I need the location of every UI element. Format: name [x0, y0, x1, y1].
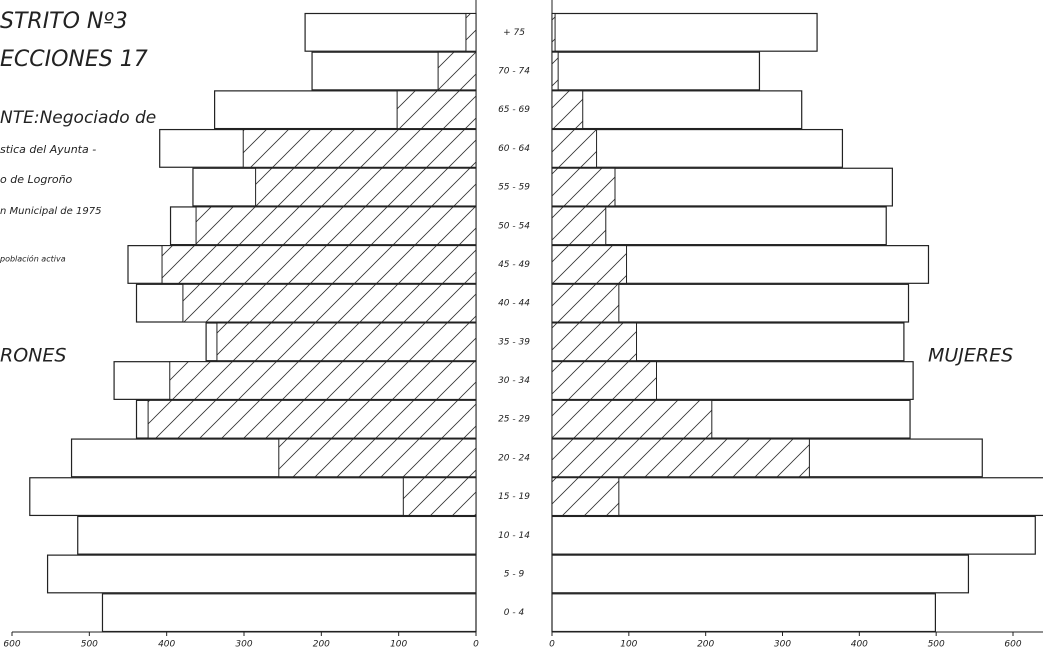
active-bar	[551, 283, 620, 323]
bar	[304, 12, 477, 52]
bar	[551, 90, 803, 130]
source-line: o de Logroño	[0, 173, 73, 186]
active-bar	[216, 322, 477, 362]
category-label: 0 - 4	[504, 608, 525, 618]
x-tick-label: 300	[774, 640, 791, 650]
left-label: RONES	[0, 345, 66, 367]
bar	[551, 554, 970, 594]
bar	[46, 554, 477, 594]
bar	[551, 593, 936, 633]
x-tick-label: 600	[3, 640, 20, 650]
active-bar	[396, 90, 477, 130]
active-bar	[147, 399, 477, 439]
category-label: 45 - 49	[498, 260, 530, 270]
x-tick-label: 600	[1004, 640, 1021, 650]
active-bar	[182, 283, 477, 323]
active-bar	[551, 167, 616, 207]
active-bar	[551, 361, 657, 400]
active-bar	[437, 51, 477, 91]
active-bar	[551, 322, 638, 362]
title: STRITO Nº3	[0, 9, 128, 34]
source-line: NTE:Negociado de	[0, 108, 156, 128]
bar	[551, 128, 844, 168]
active-bar	[402, 477, 477, 516]
x-tick-label: 400	[158, 640, 175, 650]
category-label: 10 - 14	[498, 531, 530, 541]
source-line: stica del Ayunta -	[0, 143, 96, 156]
bar	[77, 515, 477, 555]
x-tick-label: 200	[697, 640, 714, 650]
x-tick-label: 500	[928, 640, 945, 650]
bar	[29, 477, 477, 517]
active-bar	[169, 361, 477, 400]
x-tick-label: 400	[851, 640, 868, 650]
active-bar	[551, 438, 810, 478]
active-bar	[551, 129, 598, 168]
active-bar	[551, 206, 607, 246]
active-bar	[465, 13, 477, 52]
active-bar	[278, 438, 477, 478]
category-label: 70 - 74	[498, 67, 530, 77]
active-bar	[161, 245, 477, 284]
category-label: 20 - 24	[498, 453, 530, 463]
bar	[551, 206, 887, 246]
x-tick-label: 100	[390, 640, 407, 650]
category-label: 55 - 59	[498, 183, 530, 193]
source-line: n Municipal de 1975	[0, 206, 101, 217]
right-label: MUJERES	[928, 345, 1013, 367]
category-label: 50 - 54	[498, 221, 530, 231]
active-bar	[255, 167, 477, 207]
category-label: 65 - 69	[498, 105, 530, 115]
x-tick-label: 0	[549, 640, 555, 650]
category-label: 25 - 29	[498, 415, 530, 425]
active-bar	[195, 206, 477, 246]
active-bar	[551, 399, 713, 439]
active-bar	[551, 51, 559, 91]
active-bar	[551, 245, 628, 284]
bar	[551, 515, 1036, 555]
x-tick-label: 500	[81, 640, 98, 650]
bar	[551, 51, 761, 91]
x-tick-label: 200	[313, 640, 330, 650]
subtitle: ECCIONES 17	[0, 47, 148, 72]
active-bar	[551, 90, 584, 130]
x-tick-label: 300	[235, 640, 252, 650]
category-label: 15 - 19	[498, 492, 530, 502]
legend-label: población activa	[0, 254, 66, 264]
bar	[551, 477, 1043, 517]
x-tick-label: 0	[473, 640, 479, 650]
category-label: 5 - 9	[504, 569, 525, 579]
x-tick-label: 100	[620, 640, 637, 650]
category-label: 60 - 64	[498, 144, 530, 154]
category-label: 40 - 44	[498, 299, 530, 309]
bar	[101, 593, 477, 633]
active-bar	[551, 13, 556, 52]
category-label: + 75	[503, 28, 525, 38]
category-label: 35 - 39	[498, 337, 530, 347]
bar	[551, 12, 818, 52]
category-label: 30 - 34	[498, 376, 530, 386]
active-bar	[551, 477, 620, 516]
active-bar	[242, 129, 477, 168]
